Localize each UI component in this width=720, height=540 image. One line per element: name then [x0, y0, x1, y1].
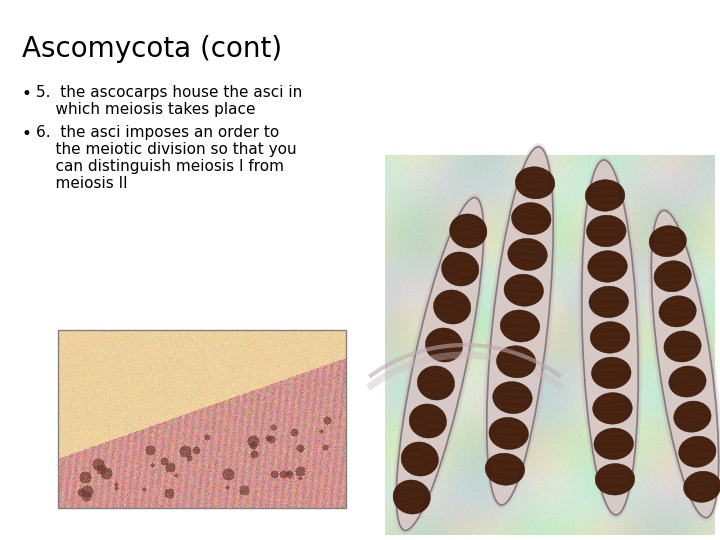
- Text: Ascomycota (cont): Ascomycota (cont): [22, 35, 282, 63]
- Text: •: •: [22, 85, 32, 103]
- Ellipse shape: [433, 290, 471, 324]
- Ellipse shape: [485, 145, 555, 507]
- Text: can distinguish meiosis I from: can distinguish meiosis I from: [36, 159, 284, 174]
- Ellipse shape: [648, 206, 720, 522]
- Bar: [58, 330, 346, 508]
- Ellipse shape: [591, 357, 631, 389]
- Ellipse shape: [483, 143, 557, 509]
- Ellipse shape: [588, 251, 627, 282]
- Ellipse shape: [659, 296, 696, 327]
- Ellipse shape: [664, 331, 701, 362]
- Ellipse shape: [669, 366, 706, 397]
- Ellipse shape: [649, 208, 720, 519]
- Text: meiosis II: meiosis II: [36, 176, 127, 191]
- Ellipse shape: [492, 382, 532, 414]
- Ellipse shape: [497, 346, 536, 378]
- Ellipse shape: [649, 226, 686, 257]
- Ellipse shape: [585, 180, 625, 211]
- Ellipse shape: [409, 404, 446, 438]
- Ellipse shape: [511, 202, 551, 235]
- Ellipse shape: [485, 453, 525, 485]
- Ellipse shape: [516, 167, 555, 199]
- Ellipse shape: [418, 366, 454, 400]
- Ellipse shape: [679, 436, 716, 467]
- Ellipse shape: [487, 147, 553, 505]
- Ellipse shape: [683, 471, 720, 502]
- Ellipse shape: [651, 210, 719, 518]
- Ellipse shape: [580, 158, 640, 517]
- Ellipse shape: [426, 328, 463, 362]
- Ellipse shape: [489, 417, 528, 449]
- Ellipse shape: [397, 198, 484, 530]
- Ellipse shape: [581, 159, 639, 516]
- Ellipse shape: [504, 274, 544, 306]
- Text: the meiotic division so that you: the meiotic division so that you: [36, 142, 297, 157]
- Ellipse shape: [595, 463, 635, 495]
- Ellipse shape: [393, 194, 487, 534]
- Ellipse shape: [486, 146, 554, 506]
- Text: which meiosis takes place: which meiosis takes place: [36, 102, 256, 117]
- Ellipse shape: [582, 160, 638, 515]
- Ellipse shape: [393, 480, 431, 514]
- Text: 5.  the ascocarps house the asci in: 5. the ascocarps house the asci in: [36, 85, 302, 100]
- Ellipse shape: [508, 238, 547, 271]
- Ellipse shape: [589, 286, 629, 318]
- Ellipse shape: [578, 156, 642, 519]
- Ellipse shape: [594, 428, 634, 460]
- Ellipse shape: [395, 195, 485, 532]
- Ellipse shape: [401, 442, 438, 476]
- Ellipse shape: [396, 197, 485, 531]
- Ellipse shape: [654, 261, 691, 292]
- Ellipse shape: [652, 211, 719, 517]
- Ellipse shape: [449, 214, 487, 248]
- Ellipse shape: [587, 215, 626, 247]
- Ellipse shape: [500, 310, 540, 342]
- Ellipse shape: [590, 322, 630, 353]
- Ellipse shape: [593, 393, 632, 424]
- Ellipse shape: [441, 252, 479, 286]
- Text: •: •: [22, 125, 32, 143]
- Ellipse shape: [674, 401, 711, 432]
- Text: 6.  the asci imposes an order to: 6. the asci imposes an order to: [36, 125, 279, 140]
